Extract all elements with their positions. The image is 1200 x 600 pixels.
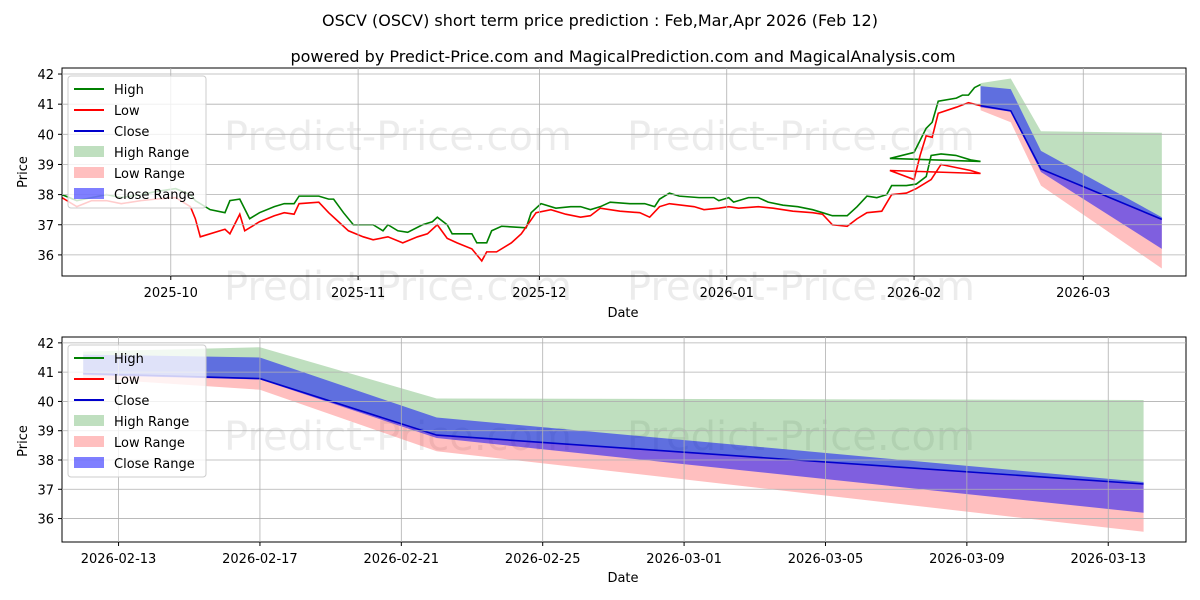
legend-label: High <box>114 352 144 367</box>
x-tick-label: 2026-02-17 <box>222 552 298 567</box>
top-price-history-panel: Predict-Price.com Predict-Price.com Predic… <box>16 67 1187 321</box>
y-tick-label: 37 <box>37 219 54 234</box>
y-tick-label: 37 <box>37 483 54 498</box>
top-x-axis-label: Date <box>607 306 638 321</box>
y-tick-label: 41 <box>37 98 54 113</box>
legend-label: Close <box>114 125 149 140</box>
y-tick-label: 38 <box>37 454 54 469</box>
x-tick-label: 2026-02 <box>887 286 941 301</box>
legend-label: Close <box>114 394 149 409</box>
y-tick-label: 40 <box>37 395 54 410</box>
watermark-text: Predict-Price.com <box>627 114 975 160</box>
x-tick-label: 2026-03-01 <box>646 552 722 567</box>
y-tick-label: 39 <box>37 425 54 440</box>
legend-swatch <box>74 188 104 199</box>
legend-label: Low Range <box>114 436 185 451</box>
legend-swatch <box>74 457 104 468</box>
high-range-band <box>980 78 1162 220</box>
y-tick-label: 36 <box>37 249 54 264</box>
legend-label: Low Range <box>114 167 185 182</box>
legend-swatch <box>74 146 104 157</box>
watermark-text: Predict-Price.com <box>627 264 975 310</box>
top-y-axis-label: Price <box>16 156 31 188</box>
legend-label: High Range <box>114 146 189 161</box>
x-tick-label: 2025-11 <box>331 286 385 301</box>
y-tick-label: 36 <box>37 513 54 528</box>
legend-label: Close Range <box>114 457 195 472</box>
y-tick-label: 39 <box>37 158 54 173</box>
legend-swatch <box>74 415 104 426</box>
legend-swatch <box>74 167 104 178</box>
x-tick-label: 2026-02-21 <box>364 552 440 567</box>
x-tick-label: 2026-01 <box>700 286 754 301</box>
x-tick-label: 2026-03-05 <box>788 552 864 567</box>
top-legend: High Low Close High Range Low Range Close Ran… <box>67 75 207 209</box>
bottom-legend: High Low Close High Range Low Range Close Ran… <box>67 344 207 478</box>
close-range-band <box>980 86 1162 249</box>
x-tick-label: 2026-03 <box>1056 286 1110 301</box>
legend-label: Low <box>114 373 140 388</box>
high-range-band <box>83 347 1144 485</box>
legend-label: High <box>114 83 144 98</box>
close-range-band <box>83 354 1144 513</box>
y-tick-label: 42 <box>37 337 54 352</box>
legend-label: High Range <box>114 415 189 430</box>
y-tick-label: 41 <box>37 366 54 381</box>
x-tick-label: 2026-02-25 <box>505 552 581 567</box>
close-series-line <box>980 104 1163 221</box>
low-series-line <box>61 101 981 263</box>
bottom-y-axis-label: Price <box>16 425 31 457</box>
x-tick-label: 2026-03-13 <box>1070 552 1146 567</box>
legend-label: Low <box>114 104 140 119</box>
x-tick-label: 2025-12 <box>512 286 566 301</box>
watermark-text: Predict-Price.com <box>224 264 572 310</box>
bottom-x-axis-label: Date <box>607 571 638 586</box>
legend-swatch <box>74 436 104 447</box>
legend-label: Close Range <box>114 188 195 203</box>
y-tick-label: 42 <box>37 68 54 83</box>
top-plot-frame <box>61 67 1187 277</box>
watermark-text: Predict-Price.com <box>224 114 572 160</box>
chart-title: OSCV (OSCV) short term price prediction … <box>322 11 878 30</box>
y-tick-label: 40 <box>37 128 54 143</box>
x-tick-label: 2026-03-09 <box>929 552 1005 567</box>
y-tick-label: 38 <box>37 189 54 204</box>
bottom-plot-frame <box>61 336 1187 543</box>
chart-subtitle: powered by Predict-Price.com and Magical… <box>290 47 955 66</box>
x-tick-label: 2025-10 <box>144 286 198 301</box>
x-tick-label: 2026-02-13 <box>81 552 157 567</box>
high-series-line <box>61 83 981 244</box>
